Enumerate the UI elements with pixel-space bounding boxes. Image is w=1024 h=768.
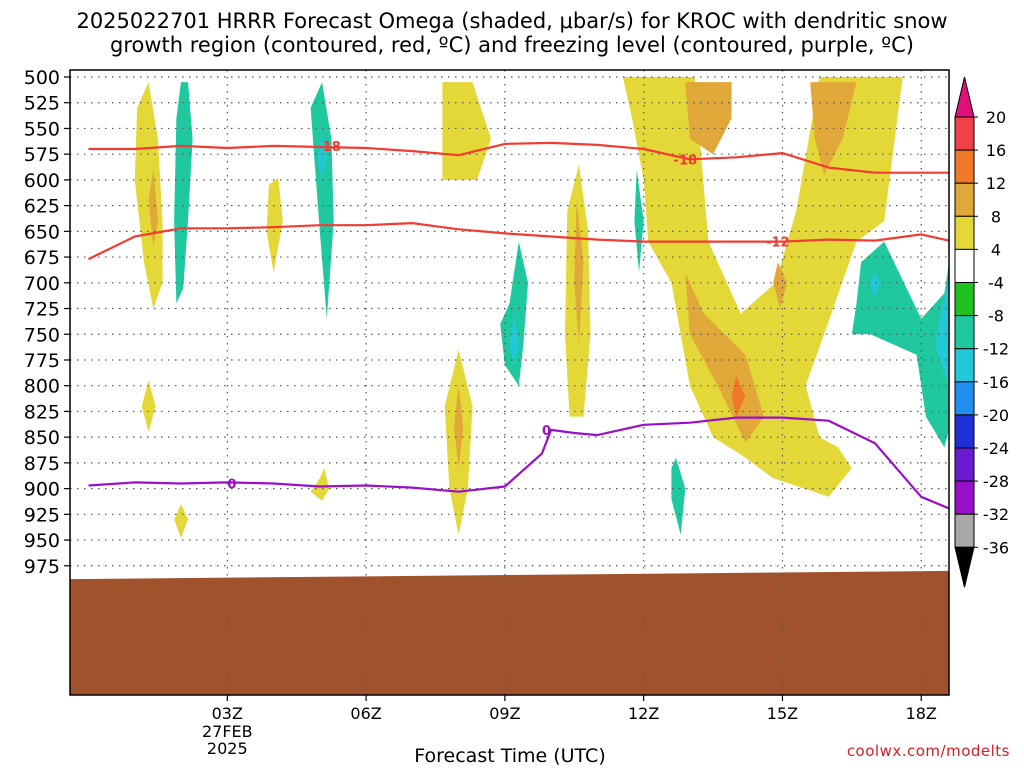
- y-tick-label-775: 775: [24, 350, 60, 372]
- contour-label-4: 0: [542, 424, 551, 439]
- y-tick-label-825: 825: [24, 401, 60, 423]
- colorbar-label-2: 12: [986, 174, 1006, 193]
- y-tick-label-875: 875: [24, 453, 60, 475]
- colorbar-bin-9: [954, 414, 975, 449]
- x-axis-label: Forecast Time (UTC): [414, 745, 606, 767]
- y-tick-label-650: 650: [24, 221, 60, 243]
- y-tick-label-625: 625: [24, 196, 60, 218]
- omega-region-27: [870, 272, 880, 299]
- omega-region-20: [685, 272, 764, 443]
- contour-line-1: [88, 222, 949, 261]
- colorbar-label-12: -32: [983, 505, 1009, 524]
- colorbar-label-7: -12: [983, 340, 1009, 359]
- colorbar-label-8: -16: [983, 373, 1009, 392]
- y-tick-label-900: 900: [24, 479, 60, 501]
- colorbar-bin-3: [954, 215, 975, 250]
- y-tick-label-800: 800: [24, 376, 60, 398]
- colorbar-bin-12: [954, 513, 975, 548]
- x-tick-label-12: 12Z: [628, 704, 659, 723]
- omega-region-24: [671, 457, 686, 535]
- contour-label-2: -12: [766, 236, 790, 251]
- colorbar: 20 16 12 8 4 -4 -8 -12 -16 -20 -24 -28 -32 -36: [954, 76, 1009, 588]
- colorbar-bin-8: [954, 381, 975, 416]
- omega-region-19: [685, 82, 732, 155]
- y-tick-label-600: 600: [24, 170, 60, 192]
- colorbar-label-13: -36: [983, 538, 1009, 557]
- plot-frame: [69, 69, 950, 696]
- x-date-label-0: 27FEB: [202, 722, 253, 741]
- y-tick-label-675: 675: [24, 247, 60, 269]
- omega-region-3: [174, 504, 188, 538]
- contours: [88, 141, 949, 510]
- omega-region-8: [317, 133, 327, 180]
- y-tick-label-725: 725: [24, 299, 60, 321]
- x-date-label-1: 2025: [207, 739, 248, 758]
- y-tick-label-950: 950: [24, 530, 60, 552]
- colorbar-bin-4: [954, 248, 975, 283]
- contour-line-0: [88, 141, 949, 174]
- omega-region-17: [634, 169, 644, 273]
- colorbar-label-9: -20: [983, 406, 1009, 425]
- y-tick-label-575: 575: [24, 144, 60, 166]
- contour-line-2: [88, 416, 949, 510]
- omega-region-7: [310, 82, 334, 319]
- credit-link[interactable]: coolwx.com/modelts: [846, 742, 1010, 760]
- y-tick-label-975: 975: [24, 556, 60, 578]
- colorbar-bin-6: [954, 315, 975, 350]
- y-tick-label-700: 700: [24, 273, 60, 295]
- colorbar-label-1: 16: [986, 141, 1006, 160]
- colorbar-bin-2: [954, 182, 975, 217]
- colorbar-bin-1: [954, 149, 975, 184]
- contour-label-1: -18: [674, 153, 698, 168]
- contour-label-0: -18: [317, 140, 341, 155]
- omega-region-11: [454, 385, 464, 468]
- ground-terrain: [70, 570, 949, 695]
- omega-region-0: [134, 82, 163, 309]
- y-tick-label-550: 550: [24, 118, 60, 140]
- y-tick-label-850: 850: [24, 427, 60, 449]
- colorbar-bin-7: [954, 348, 975, 383]
- x-tick-label-9: 09Z: [489, 704, 520, 723]
- omega-region-14: [509, 313, 519, 366]
- colorbar-bin-10: [954, 447, 975, 482]
- omega-region-2: [141, 380, 156, 432]
- y-tick-label-500: 500: [24, 67, 60, 89]
- colorbar-bin-0: [954, 116, 975, 151]
- y-tick-label-925: 925: [24, 504, 60, 526]
- colorbar-bin-11: [954, 480, 975, 515]
- colorbar-label-3: 8: [991, 207, 1001, 226]
- colorbar-label-11: -28: [983, 472, 1009, 491]
- contour-label-3: 0: [227, 477, 236, 492]
- colorbar-label-10: -24: [983, 439, 1009, 458]
- colorbar-label-5: -4: [988, 274, 1004, 293]
- colorbar-label-4: 4: [991, 240, 1001, 259]
- omega-region-16: [574, 200, 584, 345]
- colorbar-top-arrow: [954, 76, 975, 118]
- omega-region-1: [148, 169, 158, 247]
- chart-title-line-2: growth region (contoured, red, ºC) and f…: [110, 33, 914, 57]
- x-tick-label-15: 15Z: [767, 704, 798, 723]
- y-tick-label-525: 525: [24, 93, 60, 115]
- omega-region-9: [310, 468, 330, 501]
- colorbar-bottom-arrow: [954, 546, 975, 588]
- omega-region-13: [500, 241, 528, 386]
- y-axis: 500 525 550 575 600 625 650 675 700 725 750 775 800 8…: [24, 67, 70, 578]
- chart-title-line-1: 2025022701 HRRR Forecast Omega (shaded, …: [76, 9, 948, 33]
- y-tick-label-750: 750: [24, 324, 60, 346]
- omega-region-22: [773, 262, 788, 309]
- colorbar-label-6: -8: [988, 307, 1004, 326]
- x-tick-label-3: 03Z: [212, 704, 243, 723]
- omega-region-26: [935, 272, 949, 386]
- omega-region-18: [622, 77, 903, 497]
- x-tick-label-6: 06Z: [350, 704, 381, 723]
- colorbar-label-0: 20: [986, 108, 1006, 127]
- omega-region-6: [266, 177, 283, 273]
- colorbar-bin-5: [954, 282, 975, 317]
- x-tick-label-18: 18Z: [906, 704, 937, 723]
